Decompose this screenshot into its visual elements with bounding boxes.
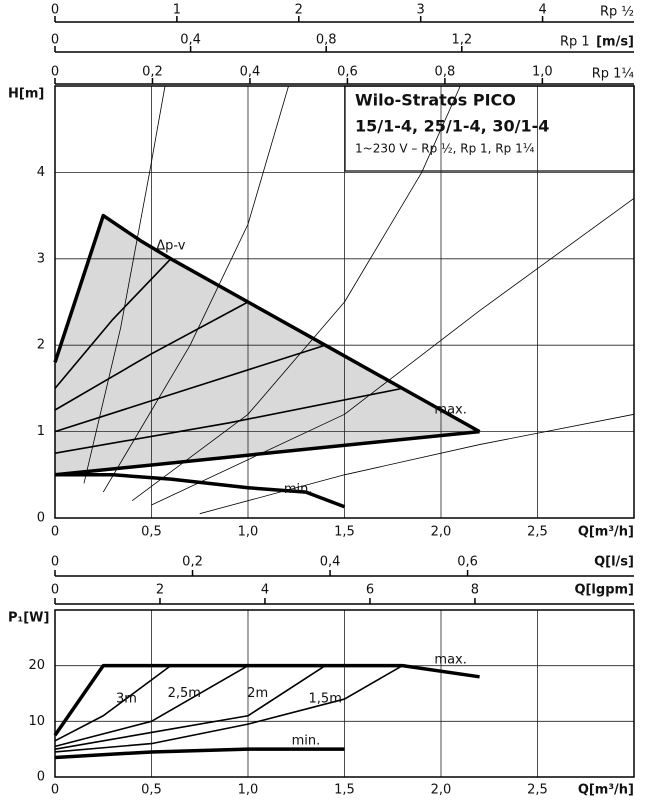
plot-frame — [54, 609, 635, 778]
tick-label: 1,0 — [532, 65, 553, 80]
x-axis-label: Q[m³/h] — [578, 783, 634, 798]
axis-label: Q[l/s] — [594, 555, 634, 570]
x-tick-label: 2,5 — [527, 525, 548, 540]
curve — [54, 664, 326, 750]
x-tick-label: 1,0 — [238, 525, 259, 540]
tick-label: 2 — [295, 3, 303, 18]
x-tick-label: 1,0 — [238, 783, 259, 798]
tick-label: 1 — [173, 3, 181, 18]
tick-label: 0 — [51, 65, 59, 80]
annotation: min. — [292, 733, 321, 748]
tick-label: 4 — [261, 583, 269, 598]
x-tick-label: 0,5 — [141, 783, 162, 798]
tick-label: 0,6 — [457, 555, 478, 570]
x-tick-label: 1,5 — [334, 525, 355, 540]
tick-label: 0,4 — [320, 555, 341, 570]
curve — [102, 85, 289, 493]
y-tick-label: 20 — [28, 658, 45, 673]
curve — [53, 663, 480, 737]
chart-title: Wilo-Stratos PICO — [355, 91, 516, 110]
x-axis-label: Q[m³/h] — [578, 525, 634, 540]
curve — [199, 413, 635, 515]
x-tick-label: 1,5 — [334, 783, 355, 798]
chart-subtitle: 15/1-4, 25/1-4, 30/1-4 — [355, 117, 549, 136]
axis-label: Rp ½ — [600, 5, 634, 20]
curve — [54, 664, 249, 748]
annotation: max. — [434, 403, 466, 418]
curve — [54, 344, 326, 433]
tick-label: 0,6 — [337, 65, 358, 80]
tick-label: 1,2 — [451, 33, 472, 48]
y-axis-label: H[m] — [8, 87, 44, 102]
tick-label: 0 — [51, 3, 59, 18]
curve — [54, 258, 172, 389]
curve — [55, 473, 346, 509]
curve — [54, 665, 172, 742]
tick-label: 0,8 — [316, 33, 337, 48]
axis-label: Rp 1¼ — [592, 67, 635, 82]
tick-label: 0,4 — [180, 33, 201, 48]
tick-label: 0,2 — [142, 65, 163, 80]
axis-label: Rp 1 — [560, 35, 590, 50]
tick-label: 2 — [156, 583, 164, 598]
annotation: 3m — [116, 692, 137, 707]
tick-label: 8 — [471, 583, 479, 598]
x-tick-label: 2,5 — [527, 783, 548, 798]
annotation: Δp-v — [156, 238, 185, 253]
tick-label: 3 — [417, 3, 425, 18]
tick-label: 0,8 — [435, 65, 456, 80]
y-tick-label: 2 — [37, 338, 45, 353]
plot-frame — [54, 85, 635, 519]
curve — [54, 747, 345, 760]
y-tick-label: 1 — [37, 424, 45, 439]
y-tick-label: 3 — [37, 251, 45, 266]
tick-label: 4 — [538, 3, 546, 18]
y-tick-label: 4 — [37, 165, 45, 180]
tick-label: 6 — [366, 583, 374, 598]
tick-label: 0,2 — [182, 555, 203, 570]
tick-label: 0 — [51, 33, 59, 48]
annotation: max. — [434, 653, 466, 668]
annotation: 2m — [247, 686, 268, 701]
x-tick-label: 0 — [51, 525, 59, 540]
tick-label: 0 — [51, 555, 59, 570]
axis-label: [m/s] — [596, 35, 634, 50]
curve — [54, 429, 480, 477]
annotation: 1,5m — [309, 692, 342, 707]
y-axis-label: P₁[W] — [8, 611, 49, 626]
x-tick-label: 2,0 — [431, 525, 452, 540]
curve — [54, 301, 249, 411]
x-tick-label: 0,5 — [141, 525, 162, 540]
curve — [54, 664, 403, 753]
y-tick-label: 0 — [37, 770, 45, 785]
y-tick-label: 0 — [37, 511, 45, 526]
curve — [151, 197, 635, 506]
x-tick-label: 2,0 — [431, 783, 452, 798]
x-tick-label: 0 — [51, 783, 59, 798]
y-tick-label: 10 — [28, 714, 45, 729]
annotation: min. — [284, 482, 313, 497]
axis-label: Q[lgpm] — [574, 583, 634, 598]
curve — [83, 85, 166, 484]
tick-label: 0,4 — [240, 65, 261, 80]
curve — [54, 387, 403, 454]
curve — [131, 85, 461, 502]
chart-note: 1~230 V – Rp ½, Rp 1, Rp 1¼ — [355, 142, 535, 156]
annotation: 2,5m — [168, 686, 201, 701]
tick-label: 0 — [51, 583, 59, 598]
